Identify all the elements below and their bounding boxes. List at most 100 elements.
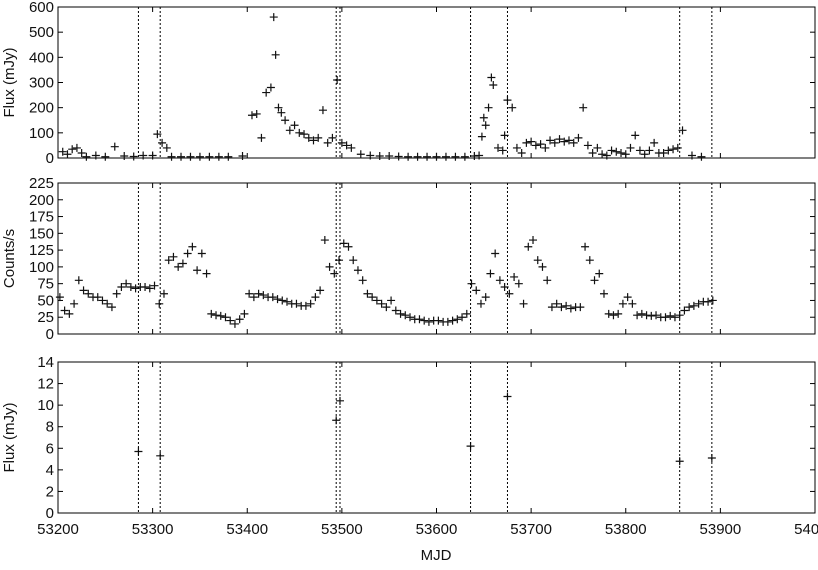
- data-point: [640, 150, 649, 159]
- data-point: [269, 13, 278, 22]
- data-point: [652, 311, 661, 320]
- data-point: [406, 313, 415, 322]
- y-tick-label: 200: [29, 100, 54, 117]
- data-point: [489, 81, 498, 90]
- data-point: [423, 152, 432, 161]
- data-point: [129, 152, 138, 161]
- data-point: [259, 291, 268, 300]
- data-point: [277, 108, 286, 117]
- x-tick-label: 53600: [416, 521, 458, 538]
- y-tick-label: 0: [46, 150, 54, 167]
- y-axis-label-middle: Counts/s: [1, 229, 18, 288]
- y-tick-label: 0: [46, 505, 54, 522]
- data-point: [631, 131, 640, 140]
- data-point: [494, 143, 503, 152]
- data-point: [55, 293, 64, 302]
- data-point: [271, 50, 280, 59]
- data-point: [599, 289, 608, 298]
- data-point: [391, 306, 400, 315]
- x-tick-label: 53900: [700, 521, 742, 538]
- data-point: [349, 256, 358, 265]
- data-point: [673, 143, 682, 152]
- data-point: [495, 276, 504, 285]
- data-point: [481, 293, 490, 302]
- data-point: [58, 147, 67, 156]
- data-point: [356, 150, 365, 159]
- y-tick-label: 125: [29, 242, 54, 259]
- data-point: [316, 286, 325, 295]
- data-point: [372, 296, 381, 305]
- panel-top: 0 100 200 300 400 500 600 Flux (mJy): [1, 0, 816, 167]
- data-point: [680, 306, 689, 315]
- y-tick-label: 175: [29, 209, 54, 226]
- data-point: [510, 272, 519, 281]
- data-point: [420, 316, 429, 325]
- data-point: [207, 309, 216, 318]
- data-point: [595, 269, 604, 278]
- data-point: [320, 236, 329, 245]
- panel-bottom: 0 2 4 6 8 10 12 14 53200 53300 53400 53500 53600 5370…: [1, 354, 818, 538]
- data-point: [557, 303, 566, 312]
- data-point: [689, 301, 698, 310]
- y-tick-label: 8: [46, 419, 54, 436]
- data-point: [240, 309, 249, 318]
- data-point: [588, 148, 597, 157]
- data-point: [481, 121, 490, 130]
- data-point: [661, 313, 670, 322]
- data-point: [193, 266, 202, 275]
- data-point: [295, 128, 304, 137]
- data-point: [60, 306, 69, 315]
- y-tick-label: 600: [29, 0, 54, 16]
- data-point: [306, 299, 315, 308]
- data-point: [224, 152, 233, 161]
- data-point: [498, 146, 507, 155]
- y-tick-label: 14: [37, 354, 54, 371]
- data-point: [266, 83, 275, 92]
- data-point: [205, 152, 214, 161]
- x-tick-label: 53400: [226, 521, 268, 538]
- data-point: [314, 133, 323, 142]
- data-point: [472, 286, 481, 295]
- data-point: [467, 279, 476, 288]
- data-point: [598, 150, 607, 159]
- y-tick-label: 200: [29, 192, 54, 209]
- data-point: [564, 136, 573, 145]
- data-point: [531, 141, 540, 150]
- data-point: [633, 311, 642, 320]
- data-point: [491, 249, 500, 258]
- y-tick-label: 50: [37, 292, 54, 309]
- x-tick-label: 53500: [321, 521, 363, 538]
- data-point: [91, 151, 100, 160]
- data-point: [158, 138, 167, 147]
- data-point: [524, 242, 533, 251]
- data-point: [153, 130, 162, 139]
- data-point: [697, 152, 706, 161]
- data-point: [441, 152, 450, 161]
- data-point: [460, 152, 469, 161]
- data-point: [443, 317, 452, 326]
- data-point: [458, 313, 467, 322]
- data-point: [330, 269, 339, 278]
- data-point: [687, 151, 696, 160]
- data-point: [212, 311, 221, 320]
- data-point: [107, 303, 116, 312]
- y-axis-label-top: Flux (mJy): [1, 48, 18, 118]
- data-point: [150, 281, 159, 290]
- data-point: [546, 136, 555, 145]
- data-point: [278, 296, 287, 305]
- data-point: [339, 239, 348, 248]
- data-point: [342, 141, 351, 150]
- y-tick-label: 75: [37, 276, 54, 293]
- data-point: [512, 143, 521, 152]
- data-point: [93, 293, 102, 302]
- data-point: [574, 133, 583, 142]
- data-point: [583, 141, 592, 150]
- data-point: [434, 316, 443, 325]
- data-point: [304, 133, 313, 142]
- data-point: [477, 132, 486, 141]
- data-point: [77, 148, 86, 157]
- y-tick-label: 225: [29, 175, 54, 192]
- data-point: [475, 151, 484, 160]
- data-point: [659, 148, 668, 157]
